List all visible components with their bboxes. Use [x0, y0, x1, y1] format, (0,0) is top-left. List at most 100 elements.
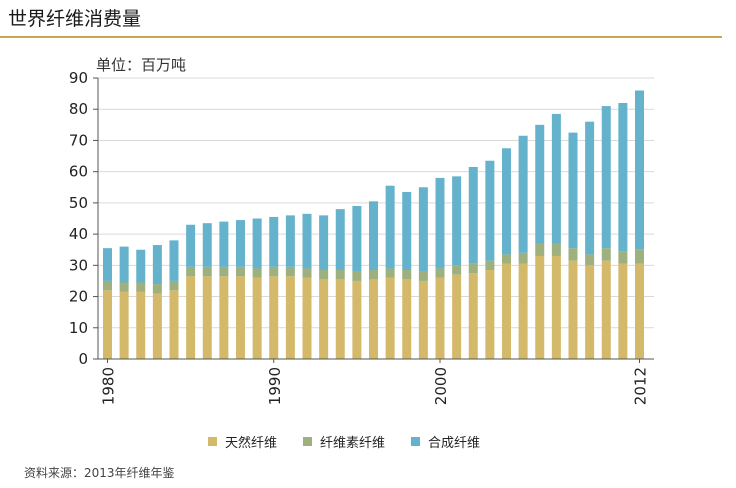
bar-cellulose-1988: [236, 266, 245, 277]
bar-cellulose-1984: [169, 280, 179, 291]
bar-cellulose-2003: [485, 260, 495, 271]
legend-swatch-natural: [208, 437, 217, 446]
y-tick-label: 0: [78, 350, 88, 368]
y-tick-label: 60: [69, 163, 88, 181]
bar-cellulose-2005: [518, 252, 528, 264]
bar-cellulose-1985: [186, 266, 196, 277]
bar-synthetic-2002: [468, 166, 478, 264]
bar-cellulose-1983: [152, 284, 162, 294]
bar-synthetic-1982: [136, 249, 146, 283]
bar-cellulose-2001: [452, 265, 462, 275]
bar-natural-1986: [202, 276, 212, 359]
bar-synthetic-2010: [601, 106, 611, 249]
bar-natural-1991: [285, 276, 295, 359]
bar-natural-1981: [119, 291, 129, 359]
bar-cellulose-1992: [302, 268, 312, 278]
y-tick-label: 70: [69, 131, 88, 149]
bar-natural-2002: [468, 273, 478, 359]
bar-synthetic-1986: [202, 223, 212, 267]
bar-cellulose-1982: [136, 282, 146, 292]
bar-natural-2009: [585, 265, 595, 359]
bar-cellulose-2010: [601, 248, 611, 261]
source-note: 资料来源：2013年纤维年鉴: [24, 466, 175, 480]
legend-label-cellulose: 纤维素纤维: [320, 436, 386, 451]
bar-natural-1989: [252, 277, 262, 359]
bar-cellulose-1995: [352, 271, 362, 281]
bar-synthetic-1997: [385, 185, 395, 269]
x-tick-label: 1990: [266, 367, 284, 405]
bar-cellulose-2000: [435, 268, 445, 278]
bar-natural-2010: [601, 260, 611, 359]
bar-natural-1987: [219, 276, 229, 359]
bar-synthetic-1995: [352, 206, 362, 272]
bar-cellulose-1999: [418, 271, 428, 281]
bar-natural-1984: [169, 290, 179, 359]
x-tick-label: 2012: [632, 367, 650, 405]
bar-synthetic-2003: [485, 160, 495, 261]
bar-synthetic-1993: [319, 215, 329, 271]
bar-synthetic-1987: [219, 221, 229, 267]
x-tick-label: 2000: [432, 367, 450, 405]
bar-natural-2008: [568, 260, 578, 359]
bar-synthetic-1999: [418, 187, 428, 272]
bar-synthetic-2011: [618, 102, 628, 252]
bar-natural-1999: [418, 280, 428, 359]
bar-cellulose-2011: [618, 251, 628, 264]
bar-natural-2000: [435, 277, 445, 359]
title-divider: [0, 36, 722, 38]
bar-cellulose-2004: [502, 254, 511, 264]
bar-cellulose-2008: [568, 248, 578, 261]
bar-synthetic-1988: [236, 220, 245, 267]
bar-natural-2011: [618, 263, 628, 359]
y-tick-label: 30: [69, 256, 88, 274]
bar-cellulose-1987: [219, 266, 229, 277]
bar-cellulose-1980: [103, 280, 112, 291]
bar-synthetic-1989: [252, 218, 262, 269]
bar-cellulose-2009: [585, 254, 595, 266]
bar-natural-2001: [452, 274, 462, 359]
bar-cellulose-1981: [119, 282, 129, 292]
bar-synthetic-2012: [635, 90, 644, 250]
bar-natural-1995: [352, 280, 362, 359]
bar-synthetic-1992: [302, 213, 312, 269]
bar-synthetic-2006: [535, 124, 545, 244]
bar-synthetic-2005: [518, 135, 528, 253]
bar-cellulose-2006: [535, 243, 545, 256]
bar-cellulose-1996: [369, 270, 378, 280]
bar-synthetic-2007: [551, 113, 561, 244]
legend-item-natural: 天然纤维: [208, 432, 277, 451]
y-tick-label: 40: [69, 225, 88, 243]
bar-synthetic-1991: [285, 215, 295, 267]
bar-cellulose-1994: [335, 270, 345, 280]
bar-cellulose-2002: [468, 263, 478, 274]
bar-cellulose-1997: [385, 268, 395, 278]
bar-synthetic-1985: [186, 224, 196, 267]
bar-natural-1994: [335, 279, 345, 359]
bar-cellulose-1990: [269, 266, 279, 277]
bar-cellulose-2007: [551, 243, 561, 256]
bar-synthetic-2004: [502, 148, 511, 255]
bar-natural-1980: [103, 290, 112, 359]
bar-synthetic-1990: [269, 216, 279, 267]
legend-swatch-cellulose: [303, 437, 313, 446]
legend-item-cellulose: 纤维素纤维: [303, 432, 385, 451]
bar-natural-1990: [269, 276, 279, 359]
bar-natural-2005: [518, 263, 528, 359]
bar-natural-2004: [502, 263, 511, 359]
bar-synthetic-2001: [452, 176, 462, 266]
bar-natural-1982: [136, 291, 146, 359]
legend-item-synthetic: 合成纤维: [411, 432, 480, 451]
bar-cellulose-1993: [319, 270, 329, 280]
x-tick-label: 1980: [100, 367, 118, 405]
legend-swatch-synthetic: [411, 437, 421, 446]
bar-synthetic-2008: [568, 132, 578, 249]
y-tick-label: 80: [69, 100, 88, 118]
bar-natural-1993: [319, 279, 329, 359]
bar-synthetic-1980: [103, 248, 112, 281]
bar-synthetic-1983: [152, 245, 162, 285]
bar-natural-1985: [186, 276, 196, 359]
bar-synthetic-1984: [169, 240, 179, 281]
bar-natural-2003: [485, 270, 495, 359]
y-tick-label: 20: [69, 288, 88, 306]
